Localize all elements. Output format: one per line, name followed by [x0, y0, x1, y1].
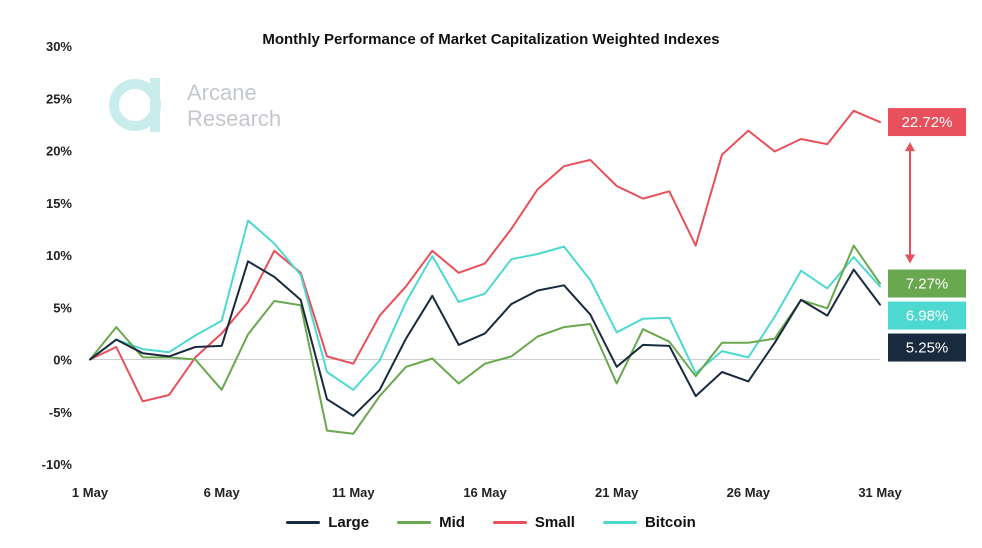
x-tick-label: 11 May [332, 485, 375, 500]
svg-text:6.98%: 6.98% [906, 308, 949, 325]
legend-swatch [602, 521, 637, 524]
svg-text:5.25%: 5.25% [906, 340, 949, 357]
legend-item-mid: Mid [397, 514, 465, 531]
arcane-research-logo: Arcane Research [109, 78, 281, 132]
legend-item-bitcoin: Bitcoin [602, 514, 696, 531]
x-tick-label: 16 May [463, 485, 507, 500]
legend-swatch [286, 521, 321, 524]
legend: Large Mid Small Bitcoin [0, 514, 982, 531]
legend-item-large: Large [286, 514, 369, 531]
y-tick-label: -5% [49, 405, 73, 420]
x-tick-label: 1 May [72, 485, 109, 500]
legend-label: Mid [439, 514, 465, 531]
difference-arrow [905, 142, 915, 264]
legend-swatch [492, 521, 527, 524]
x-tick-label: 21 May [595, 485, 639, 500]
end-label-large: 5.25% [888, 333, 966, 362]
series-line-small [89, 109, 881, 403]
legend-item-small: Small [492, 514, 575, 531]
svg-text:7.27%: 7.27% [906, 276, 949, 293]
y-tick-label: 25% [46, 91, 72, 106]
end-label-small: 22.72% [888, 108, 966, 137]
legend-swatch [397, 521, 432, 524]
legend-label: Large [328, 514, 370, 531]
y-tick-label: 20% [46, 144, 72, 159]
y-tick-label: -10% [42, 457, 73, 472]
series-line-bitcoin [89, 219, 881, 391]
svg-text:22.72%: 22.72% [902, 114, 953, 131]
end-label-mid: 7.27% [888, 269, 966, 298]
chart-title: Monthly Performance of Market Capitaliza… [262, 31, 720, 48]
end-label-bitcoin: 6.98% [888, 301, 966, 330]
logo-text-arcane: Arcane [187, 80, 257, 105]
legend-label: Bitcoin [644, 514, 696, 531]
y-tick-label: 0% [53, 353, 72, 368]
x-tick-label: 26 May [727, 485, 771, 500]
y-tick-label: 10% [46, 248, 72, 263]
x-tick-label: 31 May [858, 485, 902, 500]
y-tick-label: 30% [46, 39, 72, 54]
y-tick-label: 15% [46, 196, 72, 211]
legend-label: Small [534, 514, 575, 531]
series-line-large [89, 260, 881, 417]
y-tick-label: 5% [53, 300, 72, 315]
series-line-mid [89, 244, 881, 435]
logo-text-research: Research [187, 106, 281, 131]
x-tick-label: 6 May [204, 485, 241, 500]
